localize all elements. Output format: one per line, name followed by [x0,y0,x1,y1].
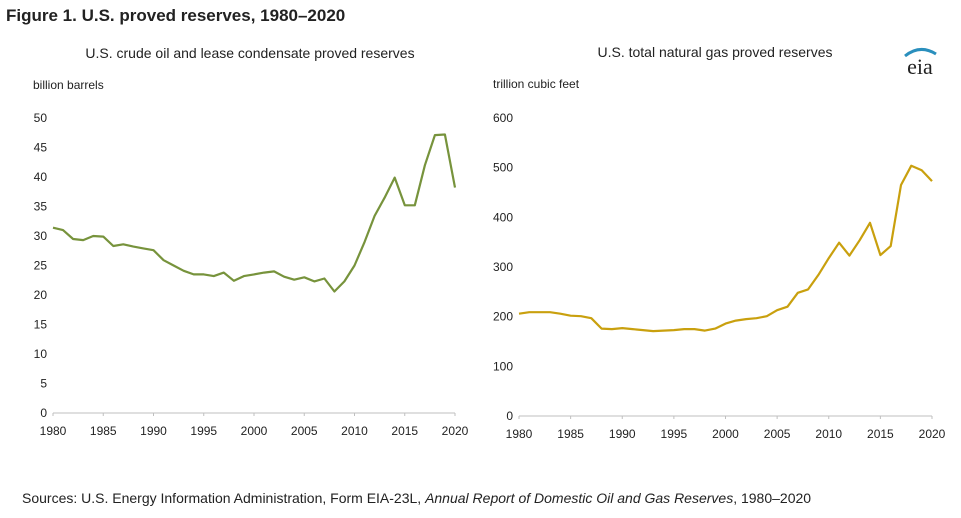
y-tick-label: 20 [34,288,48,302]
x-tick-label: 2020 [919,427,946,441]
y-tick-label: 35 [34,200,48,214]
y-tick-label: 30 [34,229,48,243]
x-tick-label: 2015 [391,424,418,438]
x-tick-label: 1995 [190,424,217,438]
x-tick-label: 2000 [712,427,739,441]
source-text: Sources: U.S. Energy Information Adminis… [22,490,425,506]
y-tick-label: 0 [40,406,47,420]
x-tick-label: 1990 [140,424,167,438]
source-tail: , 1980–2020 [733,490,811,506]
y-tick-label: 40 [34,170,48,184]
x-tick-label: 1990 [609,427,636,441]
y-tick-label: 0 [506,409,513,423]
figure-title: Figure 1. U.S. proved reserves, 1980–202… [6,6,345,25]
chart-title: U.S. total natural gas proved reserves [597,44,832,60]
x-tick-label: 1980 [40,424,67,438]
y-tick-label: 45 [34,141,48,155]
logo: eia [907,54,933,79]
y-tick-label: 100 [493,359,513,373]
source-italic: Annual Report of Domestic Oil and Gas Re… [424,490,733,506]
x-tick-label: 1995 [661,427,688,441]
y-tick-label: 10 [34,347,48,361]
y-tick-label: 50 [34,111,48,125]
y-tick-label: 500 [493,161,513,175]
x-tick-label: 2010 [341,424,368,438]
x-tick-label: 2020 [442,424,469,438]
x-tick-label: 2015 [867,427,894,441]
x-tick-label: 1985 [90,424,117,438]
logo-arc [904,48,937,58]
y-tick-label: 5 [40,377,47,391]
y-axis-label: billion barrels [33,78,104,92]
line [518,164,933,333]
y-tick-label: 25 [34,259,48,273]
x-tick-label: 1980 [506,427,533,441]
x-tick-label: 2010 [815,427,842,441]
x-tick-label: 2005 [291,424,318,438]
y-tick-label: 300 [493,260,513,274]
y-tick-label: 15 [34,318,48,332]
source: Sources: U.S. Energy Information Adminis… [22,490,811,506]
x-tick-label: 2005 [764,427,791,441]
y-tick-label: 200 [493,310,513,324]
chart-title: U.S. crude oil and lease condensate prov… [85,45,414,61]
x-tick-label: 1985 [557,427,584,441]
y-tick-label: 400 [493,210,513,224]
x-tick-label: 2000 [241,424,268,438]
line [52,133,457,293]
y-tick-label: 600 [493,111,513,125]
y-axis-label: trillion cubic feet [493,77,580,91]
